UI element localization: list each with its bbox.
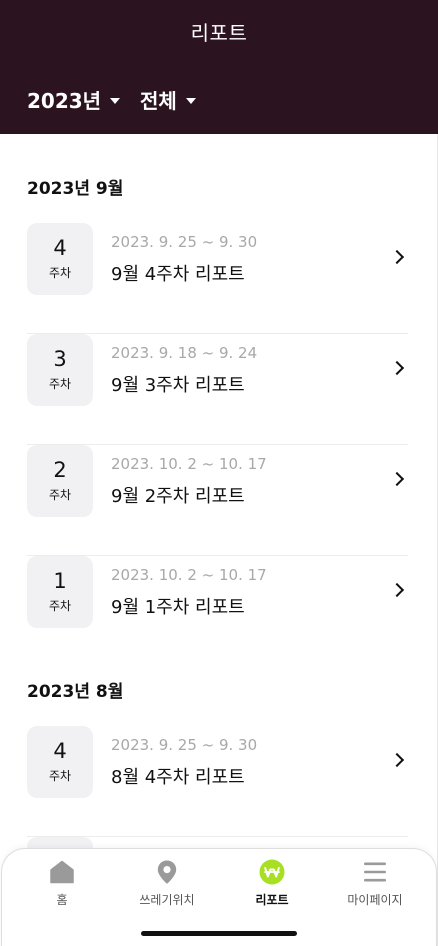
week-date-range: 2023. 9. 18 ~ 9. 24 — [111, 344, 258, 362]
week-date-range: 2023. 9. 25 ~ 9. 30 — [111, 233, 258, 251]
chevron-right-icon — [389, 471, 405, 487]
week-unit: 주차 — [48, 599, 72, 613]
weekly-report-item[interactable]: 3 주차 2023. 9. 18 ~ 9. 24 9월 3주차 리포트 — [27, 334, 408, 445]
weekly-report-item[interactable]: 4 주차 2023. 9. 25 ~ 9. 30 8월 4주차 리포트 — [27, 726, 408, 837]
week-unit: 주차 — [48, 266, 72, 280]
week-unit: 주차 — [48, 488, 72, 502]
caret-down-icon — [185, 97, 196, 104]
home-indicator — [141, 931, 297, 936]
week-report-title: 9월 4주차 리포트 — [111, 264, 245, 285]
tab-trash-location[interactable]: 쓰레기위치 — [122, 859, 212, 908]
tab-label: 쓰레기위치 — [139, 893, 195, 907]
report-list[interactable]: 2023년 9월 4 주차 2023. 9. 25 ~ 9. 30 9월 4주차… — [0, 134, 438, 946]
week-number: 1 — [53, 569, 67, 593]
week-number: 4 — [53, 739, 67, 763]
location-pin-icon — [157, 860, 177, 884]
week-unit: 주차 — [48, 769, 72, 783]
week-report-title: 9월 2주차 리포트 — [111, 486, 245, 507]
tab-label: 리포트 — [255, 893, 289, 907]
app-header: 리포트 2023년 전체 — [0, 0, 438, 134]
week-report-title: 9월 1주차 리포트 — [111, 597, 245, 618]
weekly-report-item[interactable]: 2 주차 2023. 10. 2 ~ 10. 17 9월 2주차 리포트 — [27, 445, 408, 556]
month-section-title: 2023년 9월 — [27, 179, 124, 199]
year-filter-dropdown[interactable]: 2023년 — [27, 85, 121, 114]
chevron-right-icon — [389, 360, 405, 376]
week-number: 4 — [53, 236, 67, 260]
week-badge: 1 주차 — [27, 556, 93, 628]
page-title: 리포트 — [190, 21, 248, 45]
bottom-tab-bar: 홈 쓰레기위치 리포트 마이페이지 — [1, 848, 437, 946]
chevron-right-icon — [389, 752, 405, 768]
tab-label: 마이페이지 — [347, 893, 403, 907]
chevron-right-icon — [389, 249, 405, 265]
week-report-title: 8월 4주차 리포트 — [111, 767, 245, 788]
scope-filter-label: 전체 — [140, 89, 177, 113]
week-badge: 4 주차 — [27, 726, 93, 798]
tab-report[interactable]: 리포트 — [227, 859, 317, 908]
chevron-right-icon — [389, 582, 405, 598]
tab-label: 홈 — [56, 893, 68, 907]
week-number: 2 — [53, 458, 67, 482]
week-date-range: 2023. 9. 25 ~ 9. 30 — [111, 736, 258, 754]
week-badge: 4 주차 — [27, 223, 93, 295]
tab-home[interactable]: 홈 — [17, 859, 107, 908]
scope-filter-dropdown[interactable]: 전체 — [140, 85, 196, 114]
month-section-title: 2023년 8월 — [27, 682, 124, 702]
week-date-range: 2023. 10. 2 ~ 10. 17 — [111, 566, 267, 584]
week-badge: 3 주차 — [27, 334, 93, 406]
week-date-range: 2023. 10. 2 ~ 10. 17 — [111, 455, 267, 473]
menu-icon — [364, 862, 386, 882]
week-unit: 주차 — [48, 377, 72, 391]
week-number: 3 — [53, 347, 67, 371]
caret-down-icon — [110, 97, 121, 104]
year-filter-label: 2023년 — [27, 89, 102, 113]
weekly-report-item[interactable]: 4 주차 2023. 9. 25 ~ 9. 30 9월 4주차 리포트 — [27, 223, 408, 334]
weekly-report-item[interactable]: 1 주차 2023. 10. 2 ~ 10. 17 9월 1주차 리포트 — [27, 556, 408, 667]
week-report-title: 9월 3주차 리포트 — [111, 375, 245, 396]
week-badge: 2 주차 — [27, 445, 93, 517]
tab-mypage[interactable]: 마이페이지 — [330, 859, 420, 908]
home-icon — [50, 860, 74, 884]
won-coin-icon — [259, 859, 285, 885]
